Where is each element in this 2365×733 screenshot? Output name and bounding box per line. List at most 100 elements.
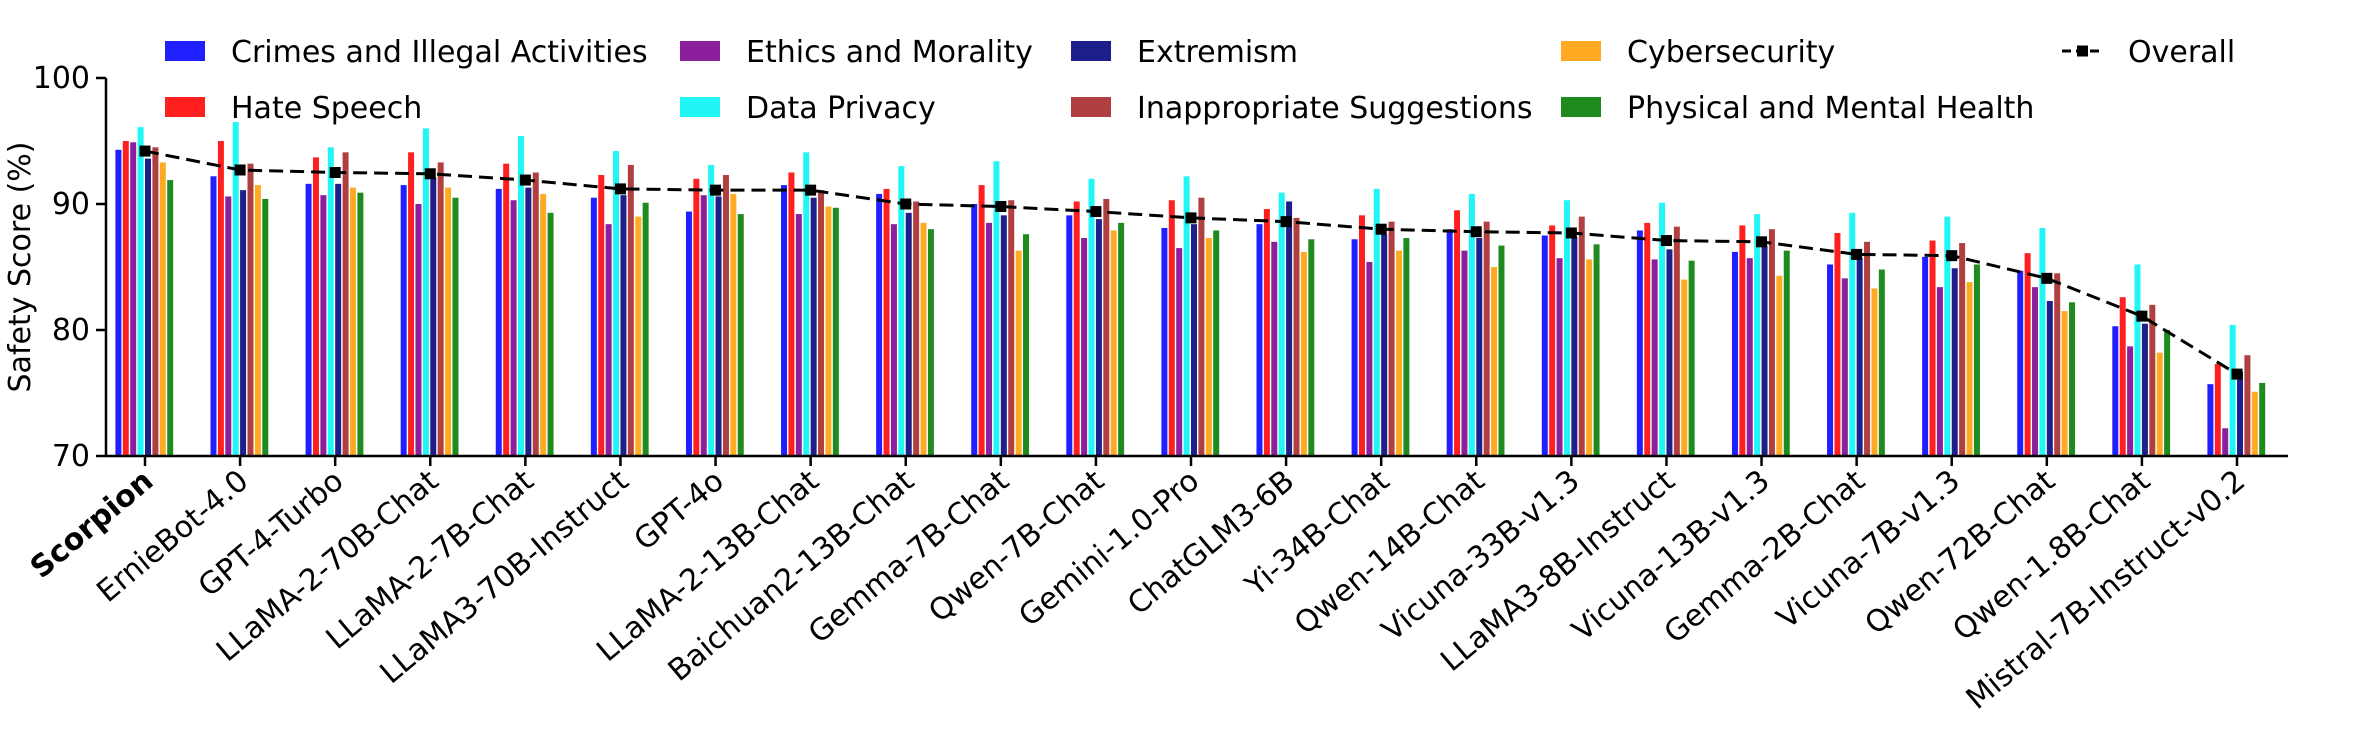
bar-ethics-and-morality-scorpion xyxy=(130,142,137,456)
bar-extremism-chatglm3-6b xyxy=(1286,201,1293,456)
legend-item-cybersecurity: Cybersecurity xyxy=(1561,35,1835,70)
bar-ethics-and-morality-qwen-14b-chat xyxy=(1461,250,1468,456)
bar-hate-speech-vicuna-33b-v1-3 xyxy=(1549,225,1556,456)
bar-physical-and-mental-health-gpt-4o xyxy=(737,214,744,456)
bar-hate-speech-llama-2-13b-chat xyxy=(788,172,795,456)
bar-physical-and-mental-health-vicuna-13b-v1-3 xyxy=(1783,250,1790,456)
bars-layer xyxy=(115,122,2266,457)
legend-item-physical-and-mental-health: Physical and Mental Health xyxy=(1561,91,2034,126)
bar-extremism-gemma-2b-chat xyxy=(1856,258,1863,456)
bar-hate-speech-qwen-1-8b-chat xyxy=(2119,297,2126,456)
bar-data-privacy-mistral-7b-instruct-v0-2 xyxy=(2229,324,2236,456)
bar-crimes-and-illegal-activities-llama-2-13b-chat xyxy=(781,185,788,456)
legend-label: Hate Speech xyxy=(231,91,422,126)
legend-label: Overall xyxy=(2128,35,2235,70)
overall-line-layer xyxy=(139,145,2243,380)
bar-crimes-and-illegal-activities-vicuna-13b-v1-3 xyxy=(1731,251,1738,456)
bar-extremism-yi-34b-chat xyxy=(1381,234,1388,456)
bar-cybersecurity-qwen-14b-chat xyxy=(1491,267,1498,456)
overall-series-line xyxy=(144,149,2238,376)
bar-data-privacy-vicuna-13b-v1-3 xyxy=(1754,214,1761,456)
overall-point-yi-34b-chat xyxy=(1375,223,1387,235)
bar-data-privacy-gemma-2b-chat xyxy=(1849,212,1856,456)
overall-point-scorpion xyxy=(139,145,151,157)
bar-physical-and-mental-health-erniebot-4-0 xyxy=(262,198,269,456)
legend-label: Crimes and Illegal Activities xyxy=(231,35,648,70)
bar-hate-speech-erniebot-4-0 xyxy=(217,141,224,456)
bar-ethics-and-morality-gemma-7b-chat xyxy=(986,222,993,456)
bar-ethics-and-morality-chatglm3-6b xyxy=(1271,241,1278,456)
bar-hate-speech-gemma-7b-chat xyxy=(978,185,985,456)
bar-cybersecurity-vicuna-7b-v1-3 xyxy=(1966,282,1973,456)
bar-extremism-llama3-8b-instruct xyxy=(1666,249,1673,456)
bar-extremism-llama-2-13b-chat xyxy=(810,197,817,456)
bar-crimes-and-illegal-activities-baichuan2-13b-chat xyxy=(876,193,883,457)
bar-inappropriate-suggestions-qwen-72b-chat xyxy=(2054,273,2061,456)
bar-inappropriate-suggestions-chatglm3-6b xyxy=(1293,217,1300,456)
bar-physical-and-mental-health-qwen-14b-chat xyxy=(1498,245,1505,456)
legend-item-ethics-and-morality: Ethics and Morality xyxy=(680,35,1033,70)
overall-point-qwen-1-8b-chat xyxy=(2136,310,2148,322)
bar-data-privacy-qwen-14b-chat xyxy=(1468,193,1475,457)
bar-inappropriate-suggestions-gemma-2b-chat xyxy=(1864,241,1871,456)
bar-extremism-gemini-1-0-pro xyxy=(1191,224,1197,456)
bar-inappropriate-suggestions-gpt-4o xyxy=(722,175,729,456)
legend-swatch xyxy=(1071,41,1111,61)
bar-cybersecurity-gemma-7b-chat xyxy=(1015,250,1022,456)
bar-ethics-and-morality-vicuna-33b-v1-3 xyxy=(1556,258,1563,456)
legend-item-hate-speech: Hate Speech xyxy=(165,91,422,126)
bar-physical-and-mental-health-vicuna-33b-v1-3 xyxy=(1593,244,1600,456)
bar-data-privacy-llama-2-70b-chat xyxy=(422,128,429,456)
legend-swatch xyxy=(1071,97,1111,117)
bar-extremism-qwen-72b-chat xyxy=(2046,301,2053,456)
bar-physical-and-mental-health-yi-34b-chat xyxy=(1403,238,1410,456)
bar-ethics-and-morality-llama-2-7b-chat xyxy=(510,200,517,456)
bar-extremism-llama-2-70b-chat xyxy=(430,177,437,457)
y-tick-label-90: 90 xyxy=(52,187,90,222)
bar-data-privacy-llama-2-7b-chat xyxy=(517,135,524,456)
bar-ethics-and-morality-llama-2-70b-chat xyxy=(415,204,422,456)
bar-crimes-and-illegal-activities-qwen-1-8b-chat xyxy=(2112,326,2119,456)
bar-crimes-and-illegal-activities-llama-2-7b-chat xyxy=(495,188,502,456)
overall-point-gpt-4o xyxy=(710,184,722,196)
bar-physical-and-mental-health-baichuan2-13b-chat xyxy=(927,229,934,456)
bar-hate-speech-yi-34b-chat xyxy=(1358,215,1365,456)
legend-swatch xyxy=(165,97,205,117)
bar-cybersecurity-vicuna-13b-v1-3 xyxy=(1776,275,1783,456)
legend-item-crimes-and-illegal-activities: Crimes and Illegal Activities xyxy=(165,35,648,70)
bar-cybersecurity-qwen-72b-chat xyxy=(2061,311,2068,456)
bar-data-privacy-baichuan2-13b-chat xyxy=(898,166,905,456)
bar-data-privacy-erniebot-4-0 xyxy=(232,122,239,456)
bar-crimes-and-illegal-activities-qwen-72b-chat xyxy=(2017,270,2024,456)
bar-ethics-and-morality-gpt-4o xyxy=(700,195,707,456)
bar-extremism-baichuan2-13b-chat xyxy=(905,212,912,456)
bar-data-privacy-vicuna-33b-v1-3 xyxy=(1563,200,1570,456)
bar-inappropriate-suggestions-llama-2-13b-chat xyxy=(818,190,825,456)
bar-hate-speech-vicuna-7b-v1-3 xyxy=(1929,240,1936,456)
bar-cybersecurity-mistral-7b-instruct-v0-2 xyxy=(2251,391,2258,456)
bar-cybersecurity-llama-2-13b-chat xyxy=(825,206,832,456)
overall-point-baichuan2-13b-chat xyxy=(900,198,912,210)
bar-crimes-and-illegal-activities-gemini-1-0-pro xyxy=(1161,227,1168,456)
bar-data-privacy-qwen-72b-chat xyxy=(2039,227,2046,456)
bar-data-privacy-llama3-8b-instruct xyxy=(1659,202,1666,456)
bar-cybersecurity-gemini-1-0-pro xyxy=(1205,238,1212,456)
bar-cybersecurity-llama3-70b-instruct xyxy=(635,216,642,456)
bar-hate-speech-scorpion xyxy=(122,141,129,456)
bar-crimes-and-illegal-activities-mistral-7b-instruct-v0-2 xyxy=(2207,384,2214,456)
bar-physical-and-mental-health-qwen-7b-chat xyxy=(1118,222,1125,456)
bar-inappropriate-suggestions-qwen-7b-chat xyxy=(1103,198,1110,456)
bar-hate-speech-mistral-7b-instruct-v0-2 xyxy=(2214,364,2221,456)
bar-crimes-and-illegal-activities-gemma-7b-chat xyxy=(971,204,978,456)
overall-point-erniebot-4-0 xyxy=(234,164,246,176)
bar-extremism-gpt-4o xyxy=(715,196,722,456)
bar-inappropriate-suggestions-llama3-70b-instruct xyxy=(627,164,634,456)
axes-layer xyxy=(104,78,2288,458)
bar-hate-speech-llama3-70b-instruct xyxy=(598,175,605,456)
bar-data-privacy-scorpion xyxy=(137,127,144,456)
bar-crimes-and-illegal-activities-gpt-4-turbo xyxy=(305,183,312,456)
overall-point-llama3-70b-instruct xyxy=(614,183,626,195)
bar-ethics-and-morality-vicuna-13b-v1-3 xyxy=(1746,258,1753,456)
legend-swatch xyxy=(680,41,720,61)
legend-label: Inappropriate Suggestions xyxy=(1137,91,1533,126)
